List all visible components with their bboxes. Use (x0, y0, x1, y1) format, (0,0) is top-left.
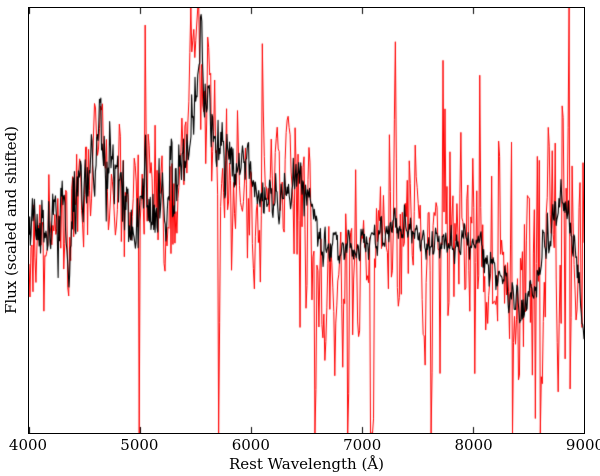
x-tick-label: 5000 (120, 436, 159, 454)
plot-canvas (29, 8, 584, 433)
x-tick-label: 7000 (343, 436, 382, 454)
x-tick-labels: 4000 5000 6000 7000 8000 9000 (9, 436, 600, 457)
plot-area (28, 7, 585, 434)
x-tick-label: 4000 (8, 436, 48, 454)
x-tick-label: 8000 (454, 436, 493, 454)
x-tick-label: 9000 (565, 436, 600, 454)
x-axis-label: Rest Wavelength (Å) (228, 455, 384, 473)
y-axis-label: Flux (scaled and shifted) (2, 125, 20, 315)
x-tick-label: 6000 (231, 436, 270, 454)
